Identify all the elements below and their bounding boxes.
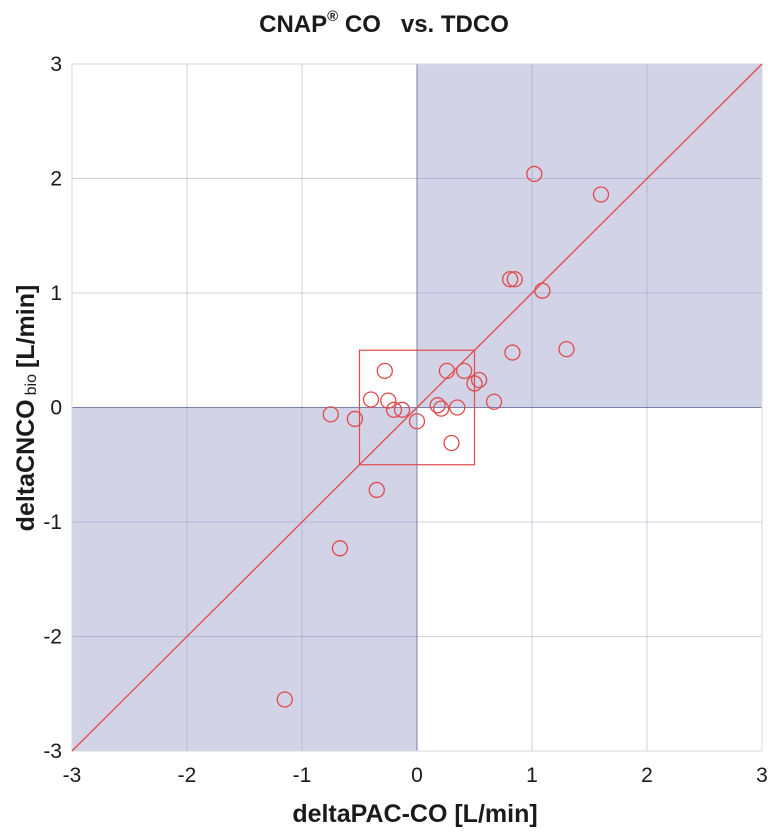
- y-tick-label: -1: [43, 511, 62, 534]
- y-axis-label-rest: [L/min]: [12, 285, 40, 368]
- x-tick-label: -2: [178, 764, 197, 787]
- identity-line-segment: [71, 63, 763, 752]
- x-tick-label: 3: [756, 764, 768, 787]
- data-point: [485, 393, 503, 410]
- y-tick-label: 2: [50, 168, 62, 191]
- y-axis-label-main: deltaCNCO: [12, 399, 40, 531]
- chart-title-main: CNAP: [259, 11, 327, 38]
- x-tick-labels: -3 -2 -1 0 1 2 3: [63, 764, 768, 787]
- x-axis-label: deltaPAC-CO [L/min]: [292, 800, 537, 828]
- y-axis-label: deltaCNCO bio [L/min]: [12, 285, 40, 532]
- data-point: [380, 392, 397, 409]
- data-point: [466, 375, 483, 392]
- data-point: [429, 397, 446, 414]
- x-tick-label: 1: [526, 764, 538, 787]
- exclusion-zone: [358, 349, 476, 466]
- data-point: [501, 271, 519, 288]
- data-point: [470, 371, 488, 389]
- chart-title-superscript: ®: [327, 8, 338, 25]
- x-tick-label: 2: [641, 764, 653, 787]
- data-point: [506, 271, 523, 288]
- data-point: [526, 165, 543, 183]
- data-point: [408, 413, 426, 430]
- data-point: [376, 362, 393, 380]
- x-tick-label: 0: [411, 764, 423, 787]
- plot-frame: [71, 63, 763, 752]
- data-point: [449, 399, 466, 416]
- chart-title: CNAP® CO vs. TDCO: [259, 8, 509, 38]
- data-point: [368, 481, 385, 499]
- data-point: [558, 340, 575, 358]
- y-tick-labels: -3 -2 -1 0 1 2 3: [43, 53, 62, 763]
- data-point: [276, 691, 293, 708]
- y-tick-label: 0: [50, 397, 62, 420]
- x-tick-label: -1: [293, 764, 312, 787]
- y-tick-label: -2: [43, 626, 62, 649]
- data-point: [455, 362, 473, 380]
- data-point: [331, 540, 349, 557]
- data-point: [322, 406, 339, 423]
- y-tick-label: 1: [50, 282, 62, 305]
- chart-title-rest: CO vs. TDCO: [338, 11, 509, 38]
- data-point: [385, 401, 403, 418]
- identity-line: [71, 63, 763, 752]
- data-point: [438, 362, 456, 380]
- data-point: [504, 344, 521, 361]
- y-tick-label: 3: [50, 53, 62, 76]
- y-axis-label-subscript: bio: [23, 374, 40, 395]
- plot-border: [71, 63, 763, 752]
- data-points: [276, 165, 610, 708]
- data-point: [443, 434, 460, 452]
- data-point: [534, 282, 551, 299]
- data-point: [346, 410, 364, 428]
- y-tick-label: -3: [43, 740, 62, 763]
- data-point: [432, 400, 450, 417]
- data-point: [592, 186, 610, 203]
- data-point: [362, 391, 380, 408]
- data-point: [393, 401, 411, 418]
- x-tick-label: -3: [63, 764, 82, 787]
- exclusion-zone-box: [358, 349, 476, 466]
